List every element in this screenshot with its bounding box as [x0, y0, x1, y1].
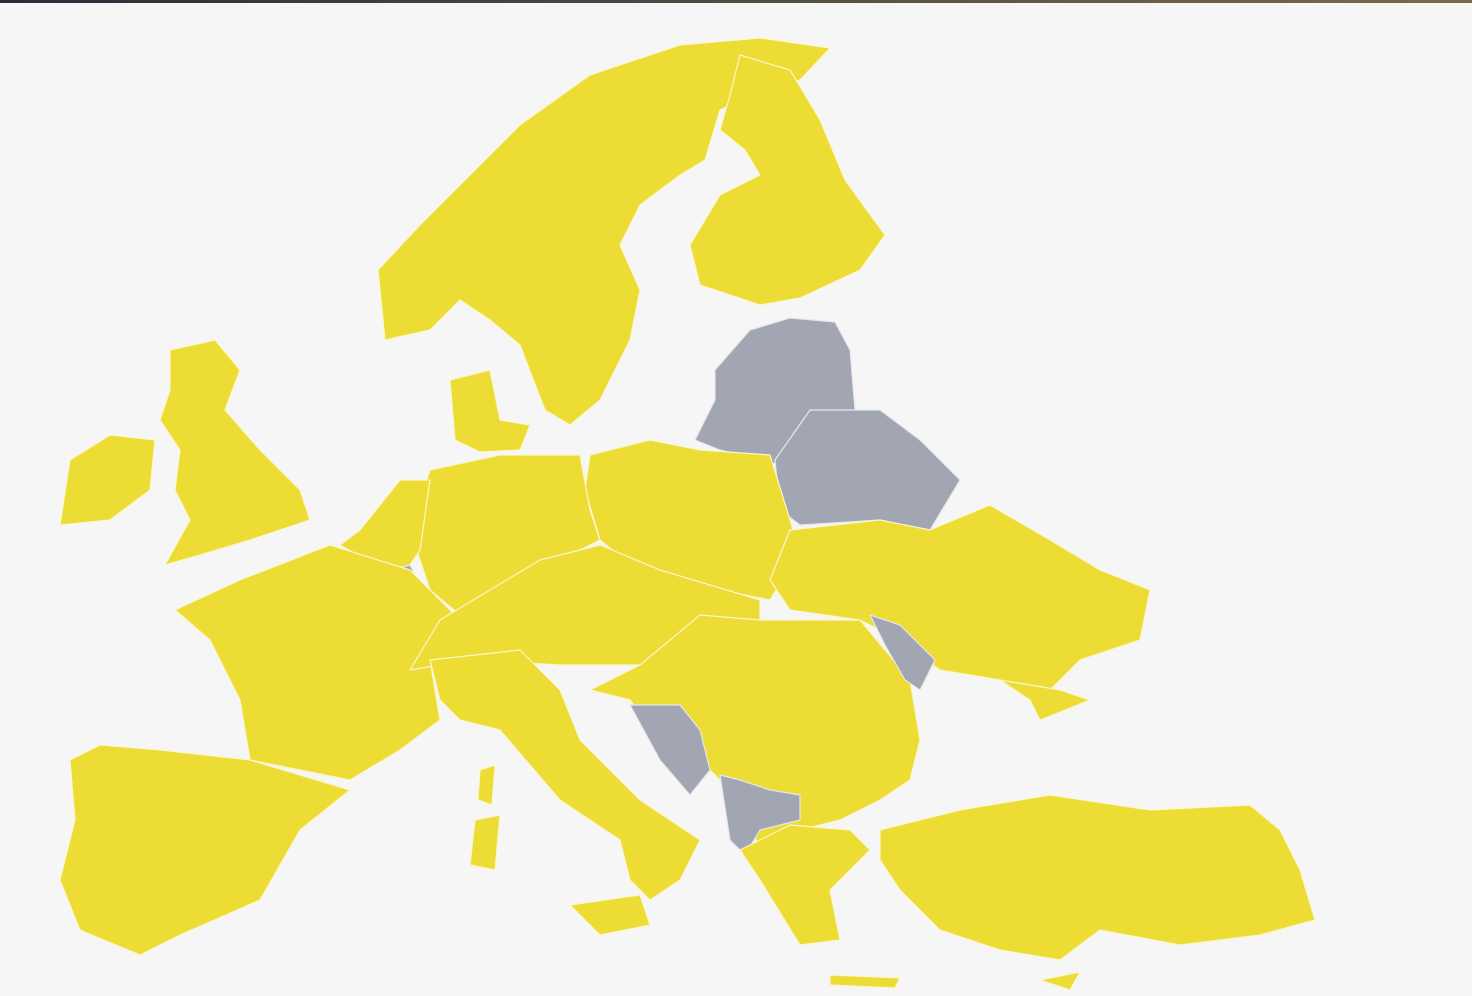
ukraine	[769, 504, 1151, 701]
finland	[689, 54, 886, 306]
denmark	[449, 369, 531, 453]
crete	[829, 974, 901, 989]
top-bar	[0, 0, 1472, 3]
crimea	[999, 679, 1091, 721]
france	[174, 544, 461, 781]
moldova	[869, 614, 936, 691]
turkey	[879, 794, 1316, 961]
albania-macedonia	[719, 774, 801, 856]
greece	[739, 824, 871, 946]
belarus	[774, 409, 961, 531]
countries	[59, 37, 1316, 991]
cyprus	[1039, 971, 1081, 991]
united-kingdom	[159, 339, 311, 566]
bosnia	[629, 704, 711, 796]
norway-sweden	[377, 37, 831, 426]
ireland	[59, 434, 156, 526]
iberia	[59, 744, 351, 956]
sardinia	[469, 814, 501, 871]
sicily	[569, 894, 651, 936]
italy	[429, 649, 701, 901]
corsica	[477, 764, 496, 806]
